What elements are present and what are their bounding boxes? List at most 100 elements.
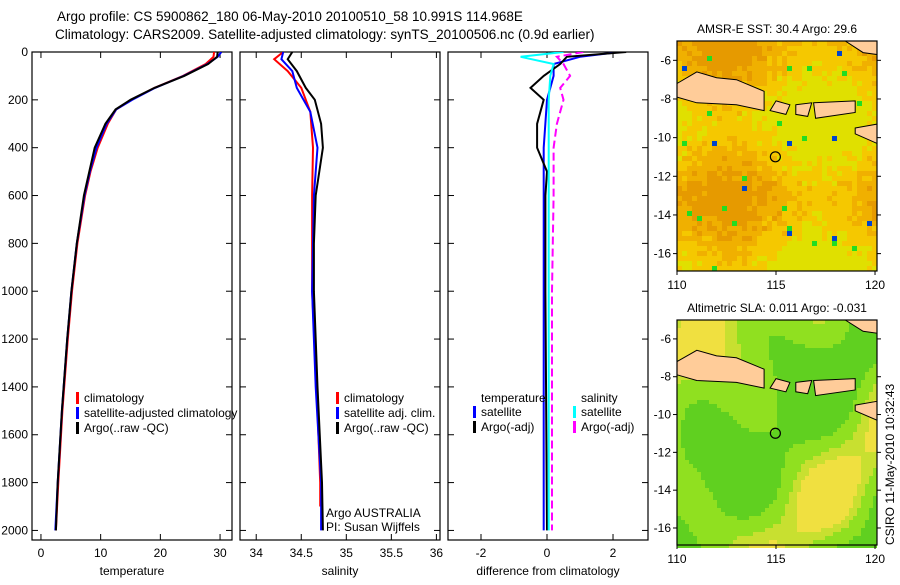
map-cell [717,151,722,156]
map-cell [687,211,692,216]
map-cell [689,336,693,340]
map-cell [689,436,693,440]
map-cell [785,476,789,480]
map-cell [693,388,697,392]
map-cell [733,536,737,540]
map-cell [862,256,867,261]
map-cell [712,191,717,196]
map-cell [727,131,732,136]
map-cell [772,191,777,196]
map-cell [829,460,833,464]
map-cell [797,472,801,476]
map-cell [833,464,837,468]
map-cell [737,428,741,432]
map-cell [717,392,721,396]
map-cell [729,528,733,532]
map-cell [753,468,757,472]
map-cell [789,368,793,372]
map-cell [693,480,697,484]
map-cell [833,336,837,340]
map-cell [693,432,697,436]
map-cell [749,324,753,328]
map-cell [842,196,847,201]
map-cell [781,440,785,444]
map-cell [825,412,829,416]
map-cell [833,344,837,348]
map-cell [797,364,801,368]
map-cell [767,231,772,236]
map-cell [742,106,747,111]
map-cell [682,56,687,61]
map-cell [813,356,817,360]
map-cell [717,512,721,516]
map-cell [733,488,737,492]
map-cell [812,96,817,101]
map-cell [732,116,737,121]
map-cell [777,464,781,468]
map-cell [762,56,767,61]
map-cell [693,420,697,424]
map-cell [817,161,822,166]
map-cell [842,176,847,181]
map-cell [801,476,805,480]
map-cell [852,211,857,216]
map-cell [822,141,827,146]
map-cell [817,540,821,544]
map-cell [729,504,733,508]
map-cell [867,71,872,76]
map-cell [772,146,777,151]
map-cell [722,151,727,156]
map-cell [792,101,797,106]
map-cell [797,231,802,236]
map-cell [681,412,685,416]
map-cell [677,66,682,71]
map-cell [749,408,753,412]
map-cell [841,444,845,448]
map-cell [789,452,793,456]
map-cell [742,141,747,146]
map-cell [793,500,797,504]
map-cell [765,388,769,392]
map-cell [797,400,801,404]
map-cell [732,176,737,181]
map-cell [792,116,797,121]
map-cell [712,126,717,131]
map-cell [717,500,721,504]
map-cell [713,412,717,416]
map-cell [729,448,733,452]
map-cell [697,500,701,504]
map-cell [829,516,833,520]
map-cell [867,56,872,61]
map-cell [873,364,877,368]
map-cell [727,151,732,156]
legend-swatch [473,406,476,418]
map-cell [681,540,685,544]
map-cell [817,372,821,376]
map-cell [857,508,861,512]
x-tick-label: 35.5 [380,546,404,560]
map-cell [769,536,773,540]
map-cell [737,468,741,472]
map-cell [833,332,837,336]
map-cell [809,404,813,408]
map-cell [821,528,825,532]
map-cell [682,211,687,216]
map-cell [753,480,757,484]
map-cell [849,420,853,424]
map-cell [869,332,873,336]
map-cell [765,320,769,324]
map-cell [717,440,721,444]
map-cell [812,201,817,206]
map-cell [807,136,812,141]
map-cell [867,61,872,66]
map-cell [802,126,807,131]
map-cell [712,171,717,176]
map-cell [777,201,782,206]
map-cell [867,156,872,161]
map-cell [747,136,752,141]
map-cell [772,236,777,241]
map-cell [693,488,697,492]
map-cell [867,116,872,121]
map-cell [857,464,861,468]
map-cell [837,412,841,416]
